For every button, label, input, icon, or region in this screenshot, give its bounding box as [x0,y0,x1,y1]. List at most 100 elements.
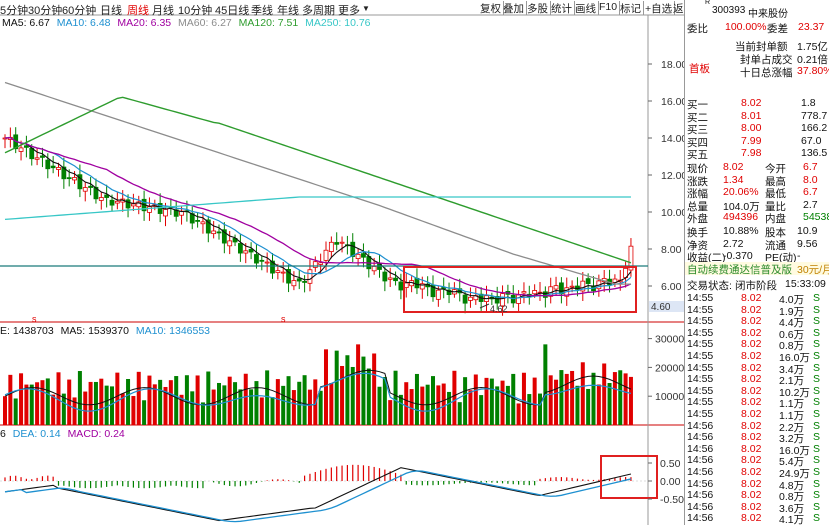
price-tick-label: 18.00 [661,59,687,71]
ad-price[interactable]: 30元/月 [797,264,829,276]
highlight-box [403,266,637,313]
tick-time: 14:55 [687,350,714,362]
volume-bar [195,375,200,425]
candle-body [339,241,345,244]
ma250-line [4,196,631,221]
toolbar-button[interactable]: 叠加 [501,1,527,15]
toolbar-button[interactable]: 标记 [618,1,644,15]
buy-level-volume: 166.2 [801,122,828,134]
volume-bar [404,382,409,425]
toolbar-button[interactable]: F10 [597,1,621,15]
period-tab[interactable]: 30分钟 [28,5,63,17]
period-tab[interactable]: 60分钟 [62,5,97,17]
stat-value: 6.7 [803,186,818,198]
period-tab[interactable]: 季线 [251,5,273,17]
tick-time: 14:55 [687,292,714,304]
period-tab[interactable]: 年线 [277,5,299,17]
period-tab[interactable]: 月线 [152,5,174,17]
tick-time: 14:56 [687,454,714,467]
volume-bar [398,394,403,425]
buy-level-price: 8.01 [741,109,762,122]
stat-value: 2.72 [723,237,744,250]
stat-value: 10.88% [723,225,759,237]
period-tab[interactable]: 10分钟 [178,5,213,17]
volume-bar [329,383,334,425]
tick-price: 8.02 [741,512,762,525]
volume-bar [377,386,382,425]
seal-amount-label: 当前封单额 [735,41,788,53]
candle-body [248,248,254,253]
tick-direction: S [813,500,821,513]
candle-body [334,242,340,245]
volume-tick-label: 30000 [655,334,684,346]
low-arrow [479,303,490,309]
candle-body [553,285,559,290]
stat-label: PE(动) [765,252,797,264]
volume-bar [500,380,505,425]
volume-bar [356,344,361,425]
candle-body [468,296,473,301]
tick-time: 14:56 [687,431,714,444]
toolbar-button[interactable]: 多股 [525,1,551,15]
volume-bar [158,379,163,425]
volume-bar [575,385,580,425]
period-tab[interactable]: 多周期 [302,5,335,17]
buy-level-label: 买三 [687,124,708,136]
ma250-legend: MA250: 10.76 [305,17,371,29]
volume-bar [291,390,296,425]
tick-volume: 0.8万 [779,491,805,504]
stat-label: 最低 [765,188,786,200]
ad-text[interactable]: 自动续费通达信普及版 [687,264,792,276]
candle-body [516,294,521,304]
tick-price: 8.02 [741,384,762,397]
tick-price: 8.02 [741,361,762,374]
volume-bar [495,386,500,425]
candle-body [382,271,388,282]
volume-bar [318,390,323,425]
stat-label: 涨幅 [687,188,708,200]
candle-body [195,220,201,222]
period-tab[interactable]: 更多 [338,5,360,17]
price-tick-label: 8.00 [661,244,682,256]
candle-body [387,277,393,280]
tick-volume: 0.8万 [779,340,805,353]
toolbar-button[interactable]: +自选 [643,1,676,15]
webi-value: 100.00% [725,21,767,33]
tick-price: 8.02 [741,431,762,444]
tick-time: 14:55 [687,384,714,397]
tick-direction: S [813,454,821,467]
candle-body [291,280,297,287]
period-tab[interactable]: 周线 [127,5,149,17]
volume-bar [88,381,93,425]
volume-bar [463,377,468,425]
volume-bar [532,377,537,425]
candle-body [323,249,329,261]
candle-body [628,245,634,271]
period-tab[interactable]: 5分钟 [0,5,29,17]
price-tick-label: 6.00 [661,281,682,293]
toolbar-button[interactable]: 画线 [573,1,599,15]
stat-label: 净资 [687,239,708,252]
stat-label: 量比 [765,200,786,213]
period-tab[interactable]: 日线 [100,5,122,17]
volume-bar [334,350,339,425]
ad-banner[interactable]: 自动续费通达信普及版 30元/月 [685,262,829,276]
tick-direction: S [813,350,821,362]
volume-bar [163,386,168,425]
candle-body [18,147,24,152]
candle-body [296,278,302,282]
volume-bar [340,365,345,425]
candle-body [23,145,29,148]
stat-label: 现价 [687,163,708,175]
toolbar-button[interactable]: 统计 [549,1,575,15]
chevron-down-icon[interactable]: ▼ [362,4,370,13]
volume-bar [570,370,575,425]
volume-tick-label: 20000 [655,362,684,374]
dea-value: DEA: 0.14 [12,428,61,440]
period-tab[interactable]: 45日线 [215,5,250,17]
tick-volume: 3.4万 [779,363,805,376]
volume-bar [602,363,607,425]
macd-highlight-box [600,455,658,499]
toolbar-button[interactable]: 复权 [478,1,504,15]
